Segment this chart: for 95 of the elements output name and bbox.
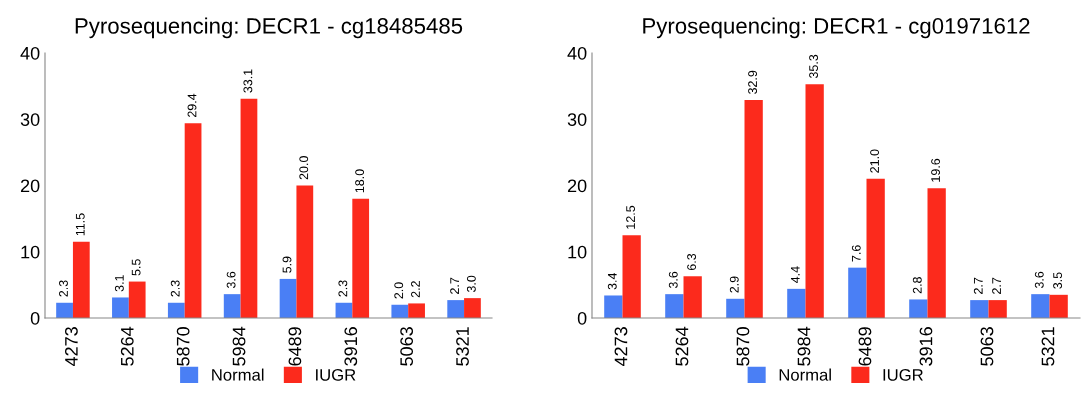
bar bbox=[683, 276, 702, 318]
x-tick-label: 5063 bbox=[980, 327, 994, 366]
data-label: 32.9 bbox=[748, 70, 758, 95]
bar bbox=[112, 297, 129, 318]
bar bbox=[848, 267, 867, 318]
y-tick-label: 0 bbox=[577, 311, 587, 325]
bar bbox=[296, 185, 314, 318]
bar bbox=[988, 300, 1007, 318]
legend-label: IUGR bbox=[316, 368, 356, 381]
x-tick-label: 5870 bbox=[736, 327, 750, 366]
data-label: 11.5 bbox=[75, 213, 85, 236]
data-label: 19.6 bbox=[931, 158, 941, 182]
data-label: 3.4 bbox=[607, 272, 617, 290]
data-label: 7.6 bbox=[851, 245, 861, 262]
bar bbox=[167, 302, 185, 318]
bar bbox=[970, 300, 989, 318]
data-label: 3.6 bbox=[226, 271, 236, 289]
data-label: 3.1 bbox=[114, 275, 124, 292]
data-label: 2.3 bbox=[170, 280, 180, 297]
y-tick-label: 20 bbox=[20, 179, 40, 193]
bar bbox=[604, 295, 623, 318]
bar bbox=[240, 98, 258, 318]
legend-label: Normal bbox=[779, 368, 831, 381]
data-label: 35.3 bbox=[809, 54, 819, 79]
data-label: 21.0 bbox=[870, 149, 880, 173]
data-label: 18.0 bbox=[355, 169, 365, 193]
x-tick-label: 4273 bbox=[614, 327, 628, 367]
bar bbox=[927, 188, 946, 318]
data-label: 2.7 bbox=[973, 277, 983, 294]
bar bbox=[56, 302, 73, 318]
data-label: 3.6 bbox=[668, 271, 678, 289]
data-label: 20.0 bbox=[299, 156, 309, 180]
data-label: 5.9 bbox=[282, 256, 292, 273]
bar bbox=[726, 298, 745, 318]
y-tick-label: 40 bbox=[567, 46, 587, 60]
legend-label: IUGR bbox=[883, 368, 923, 381]
x-tick-label: 5984 bbox=[232, 326, 246, 366]
bar bbox=[223, 294, 241, 318]
data-label: 33.1 bbox=[243, 69, 253, 93]
y-tick-label: 20 bbox=[567, 179, 587, 193]
x-tick-label: 5321 bbox=[456, 327, 469, 366]
data-label: 2.7 bbox=[992, 277, 1001, 294]
bar bbox=[665, 294, 684, 318]
bar bbox=[72, 241, 90, 318]
x-tick-label: 5870 bbox=[176, 327, 190, 366]
data-label: 2.3 bbox=[59, 280, 68, 297]
bar bbox=[447, 300, 465, 318]
bar bbox=[352, 198, 370, 318]
y-tick-label: 0 bbox=[30, 311, 40, 325]
bar bbox=[464, 298, 481, 318]
bar bbox=[866, 178, 885, 318]
data-label: 3.0 bbox=[466, 275, 476, 293]
x-tick-label: 5264 bbox=[120, 326, 134, 366]
bar bbox=[408, 303, 425, 318]
x-tick-label: 5264 bbox=[675, 326, 689, 366]
bar bbox=[787, 288, 806, 318]
data-label: 3.6 bbox=[1034, 271, 1044, 289]
data-label: 3.5 bbox=[1053, 272, 1063, 289]
legend-label: Normal bbox=[212, 368, 264, 381]
chart-title: Pyrosequencing: DECR1 - cg18485485 bbox=[75, 17, 463, 39]
x-tick-label: 6489 bbox=[858, 327, 872, 366]
data-label: 2.7 bbox=[450, 277, 459, 294]
x-tick-label: 3916 bbox=[344, 327, 358, 366]
x-tick-label: 5063 bbox=[400, 327, 414, 366]
x-tick-label: 5321 bbox=[1041, 327, 1055, 366]
x-tick-label: 4273 bbox=[65, 327, 78, 367]
y-tick-label: 30 bbox=[20, 113, 40, 126]
data-label: 2.8 bbox=[912, 277, 922, 294]
bar bbox=[622, 235, 641, 318]
data-label: 2.0 bbox=[394, 282, 404, 299]
bar bbox=[744, 100, 763, 318]
y-tick-label: 30 bbox=[567, 113, 587, 126]
data-label: 2.9 bbox=[729, 276, 739, 293]
y-tick-label: 10 bbox=[568, 245, 587, 259]
bar bbox=[1049, 294, 1068, 318]
chart-title: Pyrosequencing: DECR1 - cg01971612 bbox=[643, 17, 1030, 39]
bar bbox=[1031, 294, 1050, 318]
x-tick-label: 5984 bbox=[797, 326, 811, 366]
bar bbox=[805, 84, 824, 318]
bar bbox=[128, 281, 146, 318]
data-label: 2.2 bbox=[411, 281, 420, 298]
y-tick-label: 40 bbox=[20, 46, 40, 60]
bar bbox=[909, 299, 928, 318]
data-label: 12.5 bbox=[626, 205, 636, 229]
data-label: 29.4 bbox=[187, 93, 197, 118]
x-tick-label: 3916 bbox=[919, 327, 933, 366]
x-tick-label: 6489 bbox=[288, 327, 302, 366]
data-label: 4.4 bbox=[790, 266, 800, 284]
y-tick-label: 10 bbox=[21, 245, 40, 259]
bar bbox=[184, 123, 202, 318]
data-label: 6.3 bbox=[687, 253, 697, 271]
data-label: 5.5 bbox=[131, 259, 141, 276]
bar bbox=[391, 304, 409, 318]
bar bbox=[279, 278, 297, 318]
data-label: 2.3 bbox=[338, 280, 348, 297]
